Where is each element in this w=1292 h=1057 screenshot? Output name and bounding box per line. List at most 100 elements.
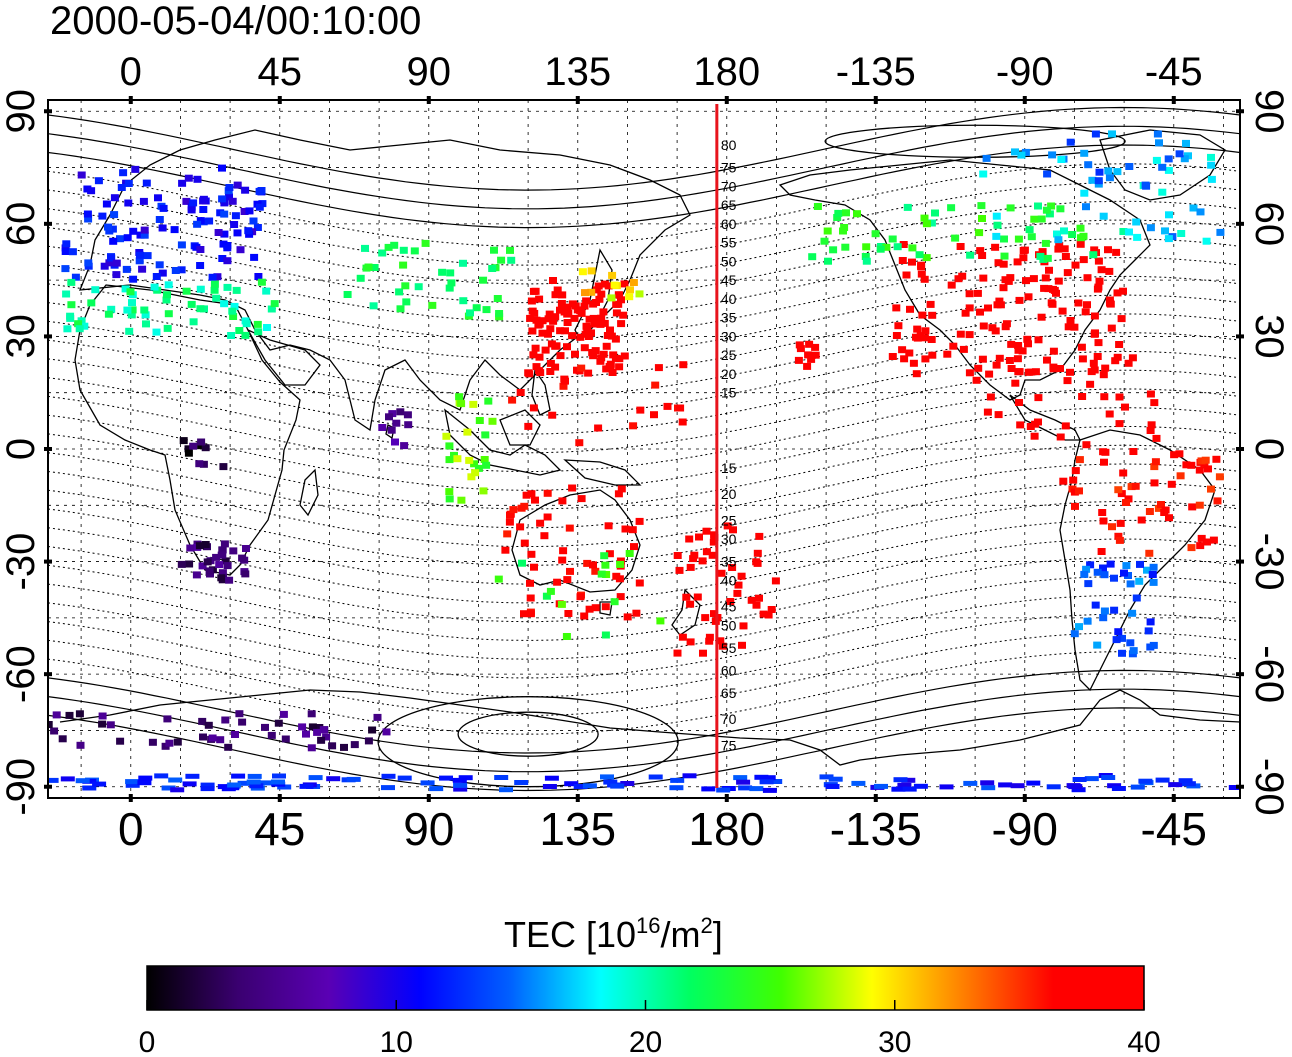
tec-cell (755, 594, 763, 602)
tec-cell (1031, 368, 1040, 376)
tec-cell (811, 343, 820, 351)
tec-cell (543, 489, 552, 497)
tec-cell (754, 774, 769, 780)
tec-cell (233, 229, 242, 237)
tec-cell (686, 563, 695, 571)
tec-cell (66, 314, 75, 322)
x-tick-label-top: 90 (407, 50, 452, 94)
tec-cell (475, 417, 484, 424)
tec-cell (217, 574, 226, 582)
tec-region-antarctic-band (48, 773, 1240, 793)
tec-cell (1045, 266, 1053, 274)
tec-cell (208, 734, 217, 742)
tec-region-new-zealand (673, 522, 780, 657)
tec-cell (522, 491, 531, 499)
tec-cell (1136, 560, 1144, 568)
tec-cell (58, 735, 67, 743)
tec-cell (1101, 364, 1110, 372)
tec-cell (1110, 606, 1119, 614)
tec-cell (738, 641, 746, 649)
tec-cell (603, 332, 612, 339)
tec-cell (898, 346, 907, 354)
tec-cell (578, 268, 587, 276)
tec-cell (1026, 368, 1035, 376)
tec-cell (472, 304, 481, 312)
tec-cell (136, 231, 145, 239)
tec-cell (1043, 356, 1051, 364)
tec-cell (842, 209, 850, 217)
tec-cell (824, 257, 832, 265)
tec-cell (557, 300, 566, 307)
x-tick-label-top: 135 (544, 50, 611, 94)
tec-cell (526, 314, 535, 322)
tec-region-south-africa (177, 540, 250, 584)
tec-cell (599, 350, 608, 358)
tec-cell (1108, 523, 1116, 531)
tec-cell (589, 300, 598, 308)
tec-cell (556, 327, 565, 335)
tec-cell (921, 355, 930, 363)
tec-cell (1197, 457, 1206, 465)
tec-cell (616, 593, 625, 601)
meridian-label: 50 (721, 253, 737, 269)
tec-region-central-asia (343, 239, 516, 321)
tec-cell (77, 171, 86, 179)
frame-tick (724, 794, 729, 802)
tec-cell (61, 265, 70, 273)
tec-cell (1021, 148, 1030, 156)
y-tick-label-left: 60 (0, 202, 43, 247)
tec-cell (587, 267, 596, 275)
tec-cell (898, 257, 907, 264)
frame-tick (724, 96, 729, 104)
tec-cell (819, 774, 834, 780)
tec-cell (629, 422, 638, 430)
tec-cell (1027, 233, 1036, 241)
tec-cell (1007, 340, 1016, 348)
tec-cell (529, 404, 538, 412)
tec-cell (972, 376, 981, 384)
tec-cell (543, 513, 552, 521)
tec-cell (561, 377, 569, 385)
tec-cell (184, 449, 193, 457)
tec-cell (625, 550, 634, 557)
tec-cell (152, 273, 161, 280)
tec-cell (549, 317, 558, 325)
tec-cell (977, 202, 986, 210)
tec-cell (142, 320, 150, 328)
tec-cell (83, 210, 92, 218)
tec-cell (1055, 241, 1064, 249)
tec-cell (1112, 636, 1121, 644)
tec-cell (676, 404, 685, 412)
tec-cell (626, 286, 634, 294)
tec-cell (231, 212, 240, 220)
tec-cell (185, 560, 194, 568)
tec-cell (535, 295, 544, 303)
tec-cell (1060, 227, 1068, 235)
tec-cell (829, 246, 838, 254)
tec-cell (245, 230, 254, 238)
tec-cell (184, 445, 193, 453)
colorbar-tick-label: 20 (629, 1026, 662, 1057)
tec-cell (610, 281, 619, 289)
tec-cell (395, 288, 404, 296)
tec-cell (1146, 427, 1155, 434)
tec-cell (117, 184, 126, 191)
tec-cell (158, 269, 167, 277)
tec-cell (762, 787, 777, 793)
tec-cell (548, 411, 557, 419)
tec-cell (582, 322, 591, 330)
tec-cell (272, 773, 286, 779)
coastline-philippines (531, 368, 551, 416)
x-tick-label-bottom: 45 (254, 803, 305, 855)
tec-cell (901, 777, 916, 783)
tec-cell (912, 333, 920, 341)
tec-cell (807, 355, 816, 363)
tec-cell (966, 251, 975, 259)
x-tick-label-top: -90 (996, 50, 1054, 94)
tec-cell (123, 306, 132, 314)
x-tick-label-top: 180 (693, 50, 760, 94)
tec-cell (200, 786, 215, 792)
tec-cell (1105, 296, 1114, 304)
tec-cell (547, 340, 556, 348)
tec-cell (1034, 336, 1043, 344)
